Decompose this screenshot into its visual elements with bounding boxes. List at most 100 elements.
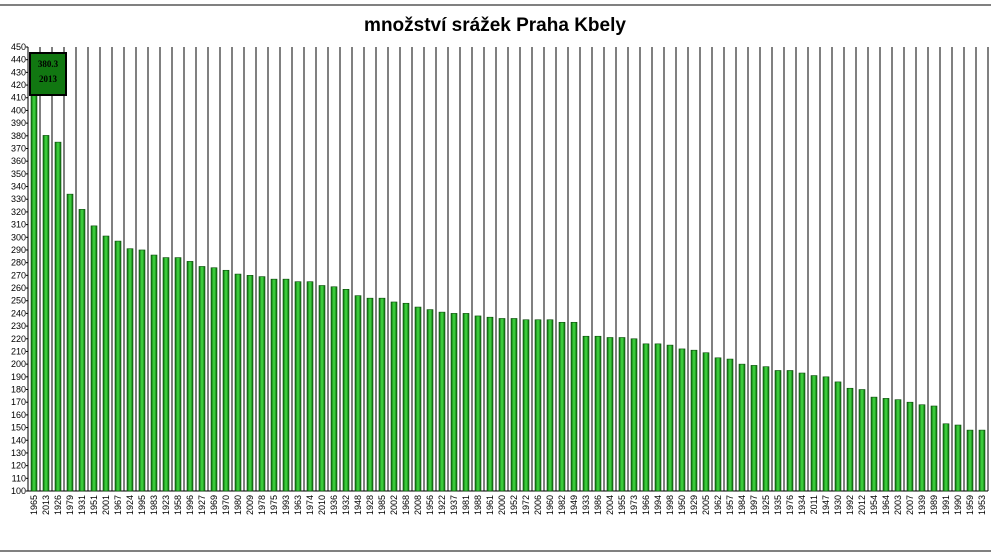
x-tick-label: 1993 — [281, 495, 291, 515]
bar — [510, 318, 518, 492]
x-tick-label: 1961 — [485, 495, 495, 515]
x-tick-label: 1972 — [521, 495, 531, 515]
x-tick-label: 1991 — [941, 495, 951, 515]
x-tick-label: 1994 — [653, 495, 663, 515]
x-tick-label: 2002 — [389, 495, 399, 515]
x-tick-label: 1980 — [233, 495, 243, 515]
x-tick-label: 1931 — [77, 495, 87, 515]
x-tick-label: 1959 — [965, 495, 975, 515]
bar — [618, 337, 626, 492]
x-tick-label: 1966 — [641, 495, 651, 515]
y-tick-label: 370 — [11, 143, 26, 153]
x-tick-label: 1935 — [773, 495, 783, 515]
bar — [234, 273, 242, 492]
bar — [786, 370, 794, 492]
bar — [726, 358, 734, 492]
y-tick-label: 450 — [11, 42, 26, 52]
x-tick-label: 2000 — [497, 495, 507, 515]
bar — [570, 321, 578, 492]
x-tick-label: 1932 — [341, 495, 351, 515]
bar — [894, 399, 902, 492]
x-tick-label: 1936 — [329, 495, 339, 515]
bar — [30, 91, 38, 492]
x-tick-label: 1965 — [29, 495, 39, 515]
y-tick-label: 360 — [11, 156, 26, 166]
x-tick-label: 1968 — [401, 495, 411, 515]
x-tick-label: 1952 — [509, 495, 519, 515]
x-tick-label: 1949 — [569, 495, 579, 515]
x-tick-label: 1975 — [269, 495, 279, 515]
bar — [738, 363, 746, 492]
bar — [138, 249, 146, 492]
bar — [630, 338, 638, 492]
bar — [498, 318, 506, 492]
bar — [642, 343, 650, 492]
bar — [330, 286, 338, 492]
bar — [162, 257, 170, 492]
x-tick-label: 1978 — [257, 495, 267, 515]
x-tick-label: 1937 — [449, 495, 459, 515]
y-tick-label: 200 — [11, 359, 26, 369]
x-tick-label: 1957 — [725, 495, 735, 515]
bar — [966, 429, 974, 492]
x-tick-label: 1948 — [353, 495, 363, 515]
bar — [858, 389, 866, 492]
annotation-box — [29, 52, 67, 96]
x-tick-label: 2009 — [245, 495, 255, 515]
bar — [90, 225, 98, 492]
x-tick-label: 2012 — [857, 495, 867, 515]
bar — [810, 375, 818, 492]
x-tick-label: 1998 — [665, 495, 675, 515]
bar — [270, 278, 278, 492]
y-tick-label: 310 — [11, 220, 26, 230]
x-tick-label: 1995 — [137, 495, 147, 515]
y-tick-label: 120 — [11, 461, 26, 471]
bar — [870, 396, 878, 492]
y-tick-label: 350 — [11, 169, 26, 179]
bar — [438, 311, 446, 492]
x-tick-label: 1939 — [917, 495, 927, 515]
bar — [426, 309, 434, 492]
bar — [54, 141, 62, 492]
bar — [582, 335, 590, 492]
bar — [282, 278, 290, 492]
x-tick-label: 2007 — [905, 495, 915, 515]
bar — [666, 344, 674, 492]
bar — [546, 319, 554, 492]
y-tick-label: 290 — [11, 245, 26, 255]
x-tick-label: 2008 — [413, 495, 423, 515]
bar — [246, 275, 254, 492]
bar — [594, 335, 602, 492]
y-tick-label: 230 — [11, 321, 26, 331]
y-tick-label: 340 — [11, 182, 26, 192]
x-tick-label: 1929 — [689, 495, 699, 515]
x-tick-label: 1990 — [953, 495, 963, 515]
y-tick-label: 270 — [11, 270, 26, 280]
x-tick-label: 2003 — [893, 495, 903, 515]
x-tick-label: 2010 — [317, 495, 327, 515]
bar — [702, 352, 710, 492]
y-tick-label: 130 — [11, 448, 26, 458]
bar — [462, 313, 470, 492]
bar — [306, 281, 314, 492]
y-tick-label: 220 — [11, 334, 26, 344]
bar — [846, 387, 854, 492]
x-tick-label: 2005 — [701, 495, 711, 515]
bar — [126, 248, 134, 492]
bar — [102, 235, 110, 492]
x-tick-label: 1923 — [161, 495, 171, 515]
bar — [414, 306, 422, 492]
y-tick-label: 110 — [12, 473, 26, 483]
x-tick-label: 1970 — [221, 495, 231, 515]
x-tick-label: 1950 — [677, 495, 687, 515]
y-tick-label: 260 — [11, 283, 26, 293]
y-tick-label: 160 — [11, 410, 26, 420]
x-tick-label: 1951 — [89, 495, 99, 515]
bar — [258, 276, 266, 492]
y-tick-label: 170 — [11, 397, 26, 407]
bar — [174, 257, 182, 492]
y-tick-label: 430 — [11, 67, 26, 77]
y-tick-label: 380 — [11, 131, 26, 141]
bar — [150, 254, 158, 492]
bar — [798, 372, 806, 492]
